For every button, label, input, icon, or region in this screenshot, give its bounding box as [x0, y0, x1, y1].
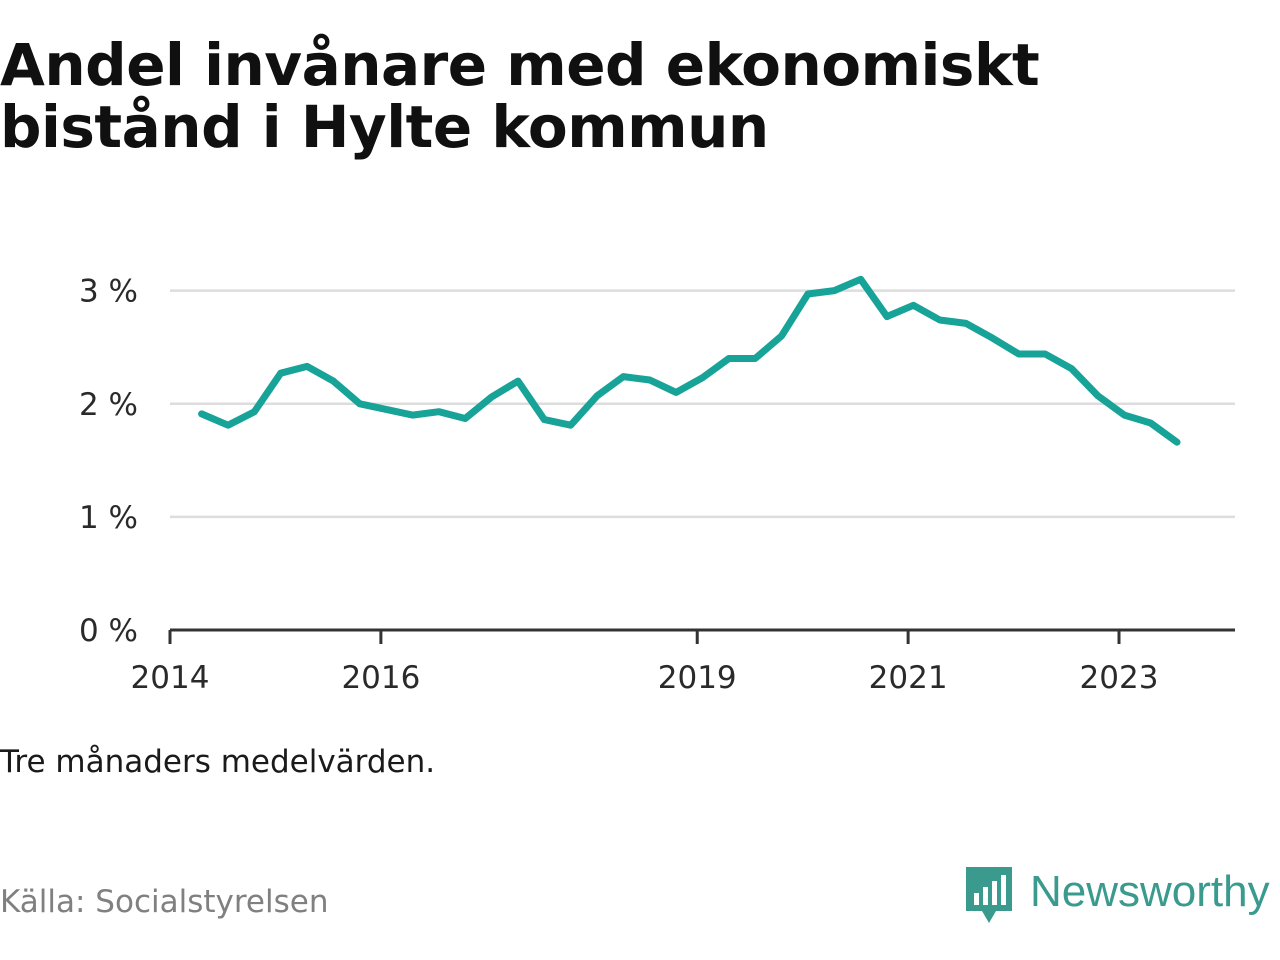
chart-note: Tre månaders medelvärden.	[0, 744, 436, 780]
chart-title-line-1: Andel invånare med ekonomiskt	[0, 31, 1040, 99]
brand-name: Newsworthy	[1030, 867, 1270, 916]
x-tick-label: 2016	[341, 660, 420, 696]
x-tick-label: 2019	[658, 660, 737, 696]
newsworthy-logo-icon	[966, 867, 1012, 923]
x-tick-label: 2014	[131, 660, 210, 696]
y-tick-label: 0 %	[79, 613, 138, 649]
chart-title-line-2: bistånd i Hylte kommun	[0, 93, 769, 161]
x-tick-label: 2021	[869, 660, 948, 696]
y-tick-label: 3 %	[79, 274, 138, 310]
chart-title: Andel invånare med ekonomiskt bistånd i …	[0, 34, 1200, 158]
series-line	[198, 275, 1181, 446]
y-tick-label: 2 %	[79, 387, 138, 423]
x-tick-label: 2023	[1080, 660, 1159, 696]
y-tick-label: 1 %	[79, 500, 138, 536]
newsworthy-logo: Newsworthy	[964, 864, 1270, 928]
source-credit: Källa: Socialstyrelsen	[0, 884, 329, 920]
line-chart: 0 % 1 % 2 % 3 % 2014 2016 2019 2021 2023	[79, 274, 1235, 696]
